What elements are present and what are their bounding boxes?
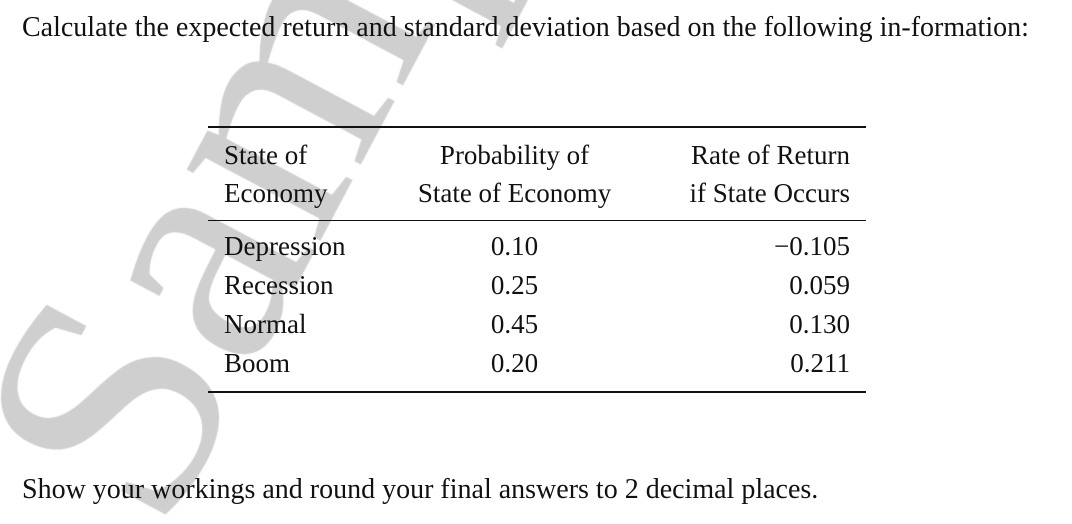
state-cell: Depression: [224, 231, 346, 261]
header-state: State of Economy: [224, 140, 328, 208]
return-cell: 0.130: [789, 309, 850, 339]
return-cell: 0.211: [790, 348, 850, 378]
state-cell: Normal: [224, 309, 307, 339]
table-row: Recession 0.25 0.059: [208, 266, 866, 305]
probability-cell: 0.20: [490, 348, 539, 378]
state-cell: Boom: [224, 348, 291, 378]
table-header-row: State of Economy Probability of State of E…: [208, 127, 866, 221]
table-row: Boom 0.20 0.211: [208, 344, 866, 392]
return-cell: −0.105: [774, 231, 850, 261]
table-row: Normal 0.45 0.130: [208, 305, 866, 344]
probability-cell: 0.45: [490, 309, 539, 339]
economy-states-table: State of Economy Probability of State of E…: [208, 126, 866, 393]
probability-cell: 0.25: [490, 270, 539, 300]
header-return: Rate of Return if State Occurs: [689, 140, 850, 208]
question-text: Calculate the expected return and standa…: [22, 12, 1029, 43]
table-row: Depression 0.10 −0.105: [208, 221, 866, 267]
instruction-text: Show your workings and round your final …: [22, 474, 819, 505]
state-cell: Recession: [224, 270, 334, 300]
header-probability: Probability of State of Economy: [417, 140, 612, 208]
probability-cell: 0.10: [490, 231, 539, 261]
return-cell: 0.059: [789, 270, 850, 300]
